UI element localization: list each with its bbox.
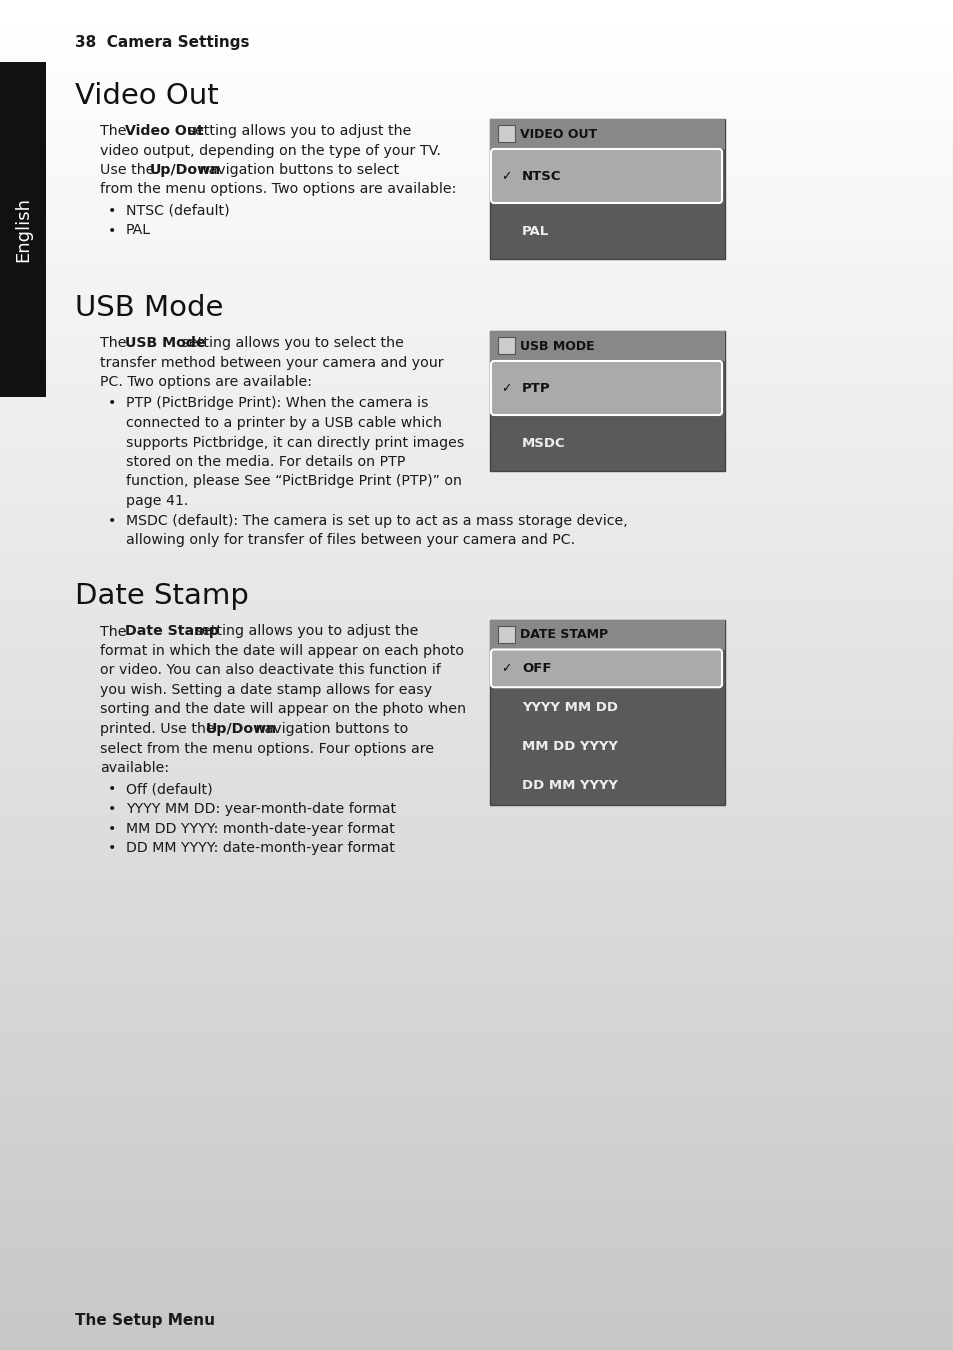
Bar <box>497 338 515 354</box>
Text: navigation buttons to select: navigation buttons to select <box>195 163 398 177</box>
Text: PAL: PAL <box>126 224 151 238</box>
Text: setting allows you to adjust the: setting allows you to adjust the <box>183 124 412 138</box>
Bar <box>490 119 724 259</box>
Text: connected to a printer by a USB cable which: connected to a printer by a USB cable wh… <box>126 416 441 431</box>
Text: from the menu options. Two options are available:: from the menu options. Two options are a… <box>100 182 456 197</box>
Text: setting allows you to select the: setting allows you to select the <box>176 336 403 350</box>
Text: The Setup Menu: The Setup Menu <box>75 1312 214 1327</box>
Text: Date Stamp: Date Stamp <box>125 625 218 639</box>
Text: format in which the date will appear on each photo: format in which the date will appear on … <box>100 644 463 657</box>
Text: MM DD YYYY: month-date-year format: MM DD YYYY: month-date-year format <box>126 822 395 836</box>
Text: OFF: OFF <box>521 663 551 675</box>
Bar <box>490 331 724 360</box>
Text: ✓: ✓ <box>500 663 511 675</box>
Text: available:: available: <box>100 761 169 775</box>
Text: PTP: PTP <box>521 382 550 396</box>
Text: •: • <box>108 513 116 528</box>
Text: YYYY MM DD: year-month-date format: YYYY MM DD: year-month-date format <box>126 802 395 815</box>
Text: video output, depending on the type of your TV.: video output, depending on the type of y… <box>100 143 440 158</box>
Text: stored on the media. For details on PTP: stored on the media. For details on PTP <box>126 455 405 468</box>
Text: English: English <box>14 197 32 262</box>
Text: Video Out: Video Out <box>75 82 218 109</box>
Text: Date Stamp: Date Stamp <box>75 582 249 610</box>
FancyBboxPatch shape <box>491 360 721 414</box>
Text: •: • <box>108 841 116 855</box>
Text: Video Out: Video Out <box>125 124 203 138</box>
Text: page 41.: page 41. <box>126 494 188 508</box>
Bar <box>490 331 724 471</box>
Text: •: • <box>108 224 116 238</box>
Text: transfer method between your camera and your: transfer method between your camera and … <box>100 355 443 370</box>
Text: you wish. Setting a date stamp allows for easy: you wish. Setting a date stamp allows fo… <box>100 683 432 697</box>
Text: USB Mode: USB Mode <box>125 336 205 350</box>
Bar <box>497 625 515 643</box>
Text: The: The <box>100 625 131 639</box>
Bar <box>0 62 46 397</box>
Text: select from the menu options. Four options are: select from the menu options. Four optio… <box>100 741 434 756</box>
Text: •: • <box>108 397 116 410</box>
Text: •: • <box>108 783 116 796</box>
Text: PTP (PictBridge Print): When the camera is: PTP (PictBridge Print): When the camera … <box>126 397 428 410</box>
Text: Use the: Use the <box>100 163 159 177</box>
Text: The: The <box>100 124 131 138</box>
Text: MM DD YYYY: MM DD YYYY <box>521 740 618 753</box>
Text: ✓: ✓ <box>500 170 511 184</box>
Text: or video. You can also deactivate this function if: or video. You can also deactivate this f… <box>100 663 440 678</box>
FancyBboxPatch shape <box>491 148 721 202</box>
Text: YYYY MM DD: YYYY MM DD <box>521 701 618 714</box>
Bar <box>490 620 724 649</box>
Text: allowing only for transfer of files between your camera and PC.: allowing only for transfer of files betw… <box>126 533 575 547</box>
Text: Up/Down: Up/Down <box>205 722 276 736</box>
Text: navigation buttons to: navigation buttons to <box>251 722 408 736</box>
Text: The: The <box>100 336 131 350</box>
Text: PC. Two options are available:: PC. Two options are available: <box>100 375 312 389</box>
Text: VIDEO OUT: VIDEO OUT <box>519 127 597 140</box>
Text: DATE STAMP: DATE STAMP <box>519 628 607 641</box>
Text: MSDC: MSDC <box>521 437 565 450</box>
Text: •: • <box>108 802 116 815</box>
Bar <box>490 620 724 805</box>
Text: USB MODE: USB MODE <box>519 339 594 352</box>
Text: supports Pictbridge, it can directly print images: supports Pictbridge, it can directly pri… <box>126 436 464 450</box>
Text: ✓: ✓ <box>500 382 511 396</box>
Text: •: • <box>108 822 116 836</box>
Text: 38  Camera Settings: 38 Camera Settings <box>75 35 250 50</box>
Text: Up/Down: Up/Down <box>150 163 220 177</box>
Text: USB Mode: USB Mode <box>75 294 223 323</box>
Bar <box>490 119 724 148</box>
Bar <box>497 126 515 142</box>
Text: Off (default): Off (default) <box>126 783 213 796</box>
Text: DD MM YYYY: date-month-year format: DD MM YYYY: date-month-year format <box>126 841 395 855</box>
Text: •: • <box>108 204 116 217</box>
Text: NTSC (default): NTSC (default) <box>126 204 230 217</box>
Text: MSDC (default): The camera is set up to act as a mass storage device,: MSDC (default): The camera is set up to … <box>126 513 627 528</box>
Text: printed. Use the: printed. Use the <box>100 722 219 736</box>
Text: DD MM YYYY: DD MM YYYY <box>521 779 618 791</box>
Text: NTSC: NTSC <box>521 170 561 184</box>
Text: setting allows you to adjust the: setting allows you to adjust the <box>190 625 417 639</box>
Text: function, please See “PictBridge Print (PTP)” on: function, please See “PictBridge Print (… <box>126 474 461 489</box>
Text: PAL: PAL <box>521 225 549 238</box>
FancyBboxPatch shape <box>491 649 721 687</box>
Text: sorting and the date will appear on the photo when: sorting and the date will appear on the … <box>100 702 466 717</box>
